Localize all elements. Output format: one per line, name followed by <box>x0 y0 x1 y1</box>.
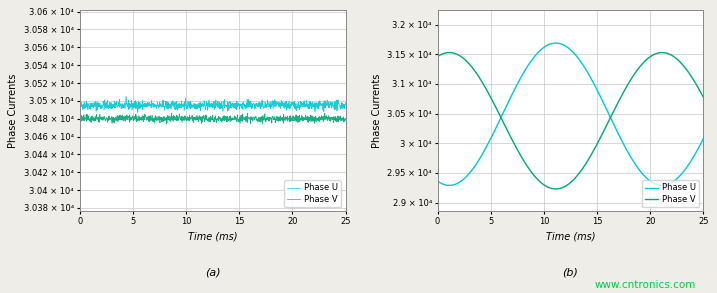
Phase U <box>445 184 454 187</box>
Y-axis label: Phase Currents: Phase Currents <box>9 74 19 148</box>
Phase U <box>578 62 587 66</box>
Phase U <box>562 45 571 48</box>
Phase U <box>221 104 229 107</box>
Phase U <box>120 101 129 105</box>
Phase V <box>652 52 661 55</box>
Phase U <box>694 147 703 151</box>
Phase V <box>120 115 129 118</box>
Phase U <box>433 179 442 183</box>
Phase V <box>258 122 267 126</box>
Phase U <box>122 95 130 98</box>
Phase V <box>168 111 176 115</box>
X-axis label: Time (ms): Time (ms) <box>188 231 237 242</box>
Phase V <box>699 96 708 99</box>
Line: Phase U: Phase U <box>80 97 346 113</box>
Phase U <box>699 137 708 140</box>
Text: www.cntronics.com: www.cntronics.com <box>594 280 695 290</box>
Phase U <box>561 44 569 47</box>
Legend: Phase U, Phase V: Phase U, Phase V <box>284 180 341 207</box>
X-axis label: Time (ms): Time (ms) <box>546 231 595 242</box>
Y-axis label: Phase Currents: Phase Currents <box>371 74 381 148</box>
Phase U <box>551 41 560 45</box>
Line: Phase V: Phase V <box>80 113 346 124</box>
Phase V <box>341 117 350 120</box>
Phase V <box>694 86 703 89</box>
Legend: Phase U, Phase V: Phase U, Phase V <box>642 180 699 207</box>
Phase V <box>445 51 454 54</box>
Phase V <box>433 55 442 58</box>
Phase V <box>165 118 174 121</box>
Phase V <box>221 115 229 118</box>
Phase U <box>133 111 142 114</box>
Phase V <box>578 167 587 171</box>
Text: (a): (a) <box>205 268 220 278</box>
Phase U <box>75 103 84 106</box>
Phase U <box>166 106 174 110</box>
Phase V <box>562 184 571 187</box>
Line: Phase U: Phase U <box>437 43 703 185</box>
Phase U <box>652 183 661 186</box>
Phase V <box>191 117 199 121</box>
Text: (b): (b) <box>563 268 579 278</box>
Phase V <box>75 117 84 120</box>
Line: Phase V: Phase V <box>437 52 703 189</box>
Phase V <box>215 117 224 120</box>
Phase U <box>592 88 601 91</box>
Phase U <box>341 100 350 104</box>
Phase V <box>110 117 119 120</box>
Phase V <box>551 187 560 191</box>
Phase V <box>592 143 601 146</box>
Phase U <box>191 105 200 108</box>
Phase V <box>561 185 569 188</box>
Phase U <box>216 104 224 108</box>
Phase U <box>110 102 119 105</box>
